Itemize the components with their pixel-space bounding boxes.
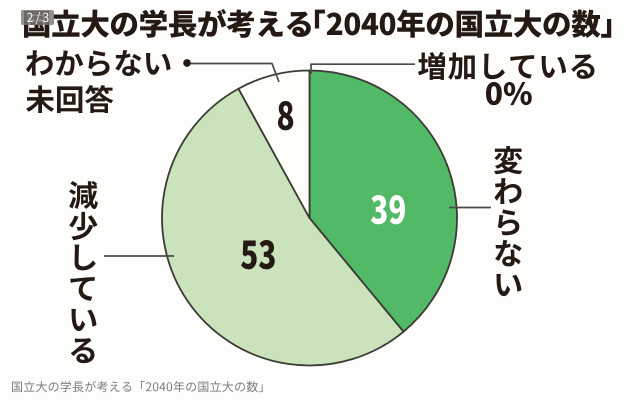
unknown-line1-glyphs <box>25 50 191 77</box>
caption-glyphs <box>12 381 263 393</box>
value-39-glyphs <box>371 194 405 225</box>
decrease-label-glyphs <box>68 181 98 364</box>
title-glyphs <box>24 8 612 38</box>
leader-line-increase <box>310 63 415 74</box>
value-8-glyphs <box>278 101 294 131</box>
leader-lines <box>104 62 491 257</box>
increase-label-glyphs <box>417 51 595 80</box>
pie-slices <box>161 69 458 367</box>
badge-glyphs <box>26 11 49 24</box>
increase-value-glyphs <box>486 82 532 106</box>
nochange-label-glyphs <box>493 146 523 297</box>
leader-line-unknown <box>186 62 280 83</box>
pie-slice-decrease <box>161 87 405 367</box>
photo-index-text: 2/3 <box>21 10 22 11</box>
unknown-line2-glyphs <box>26 84 114 113</box>
value-53-glyphs <box>240 240 275 270</box>
